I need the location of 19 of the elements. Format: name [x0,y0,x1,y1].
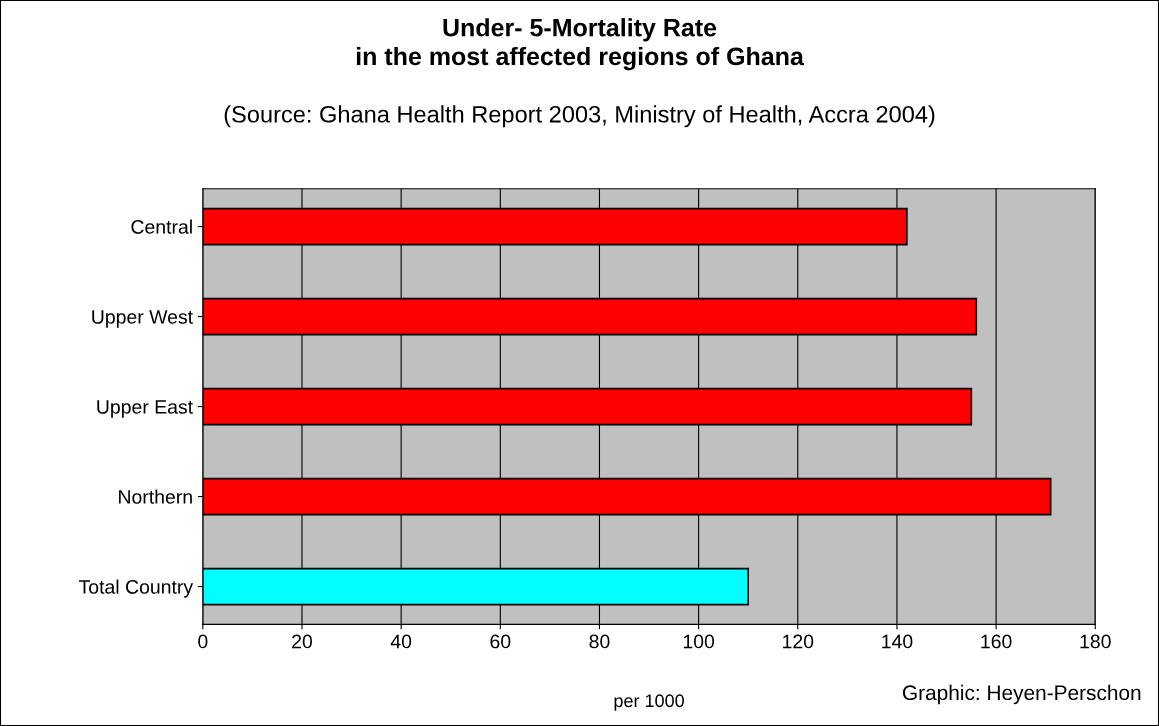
x-tick-label: 40 [390,634,412,649]
x-tick-label: 20 [292,634,313,649]
y-tick-label: Total Country [79,579,194,598]
x-tick-label: 60 [490,634,511,649]
y-tick-label: Northern [119,489,192,504]
chart-subtitle: (Source: Ghana Health Report 2003, Ministry of Health, Accra 2004) [224,105,935,128]
x-tick-label: 180 [1080,634,1111,649]
x-tick-label: 140 [882,634,913,649]
chart-title: Under- 5-Mortality Rate in the most affected regions of Ghana [356,18,805,71]
x-axis-title: per 1000 [614,694,684,711]
y-tick-label: Upper West [92,310,193,328]
text: Graphic: Heyen-Perschon [902,684,1141,705]
y-tick-label: Upper East [97,400,193,418]
x-tick-label: 0 [198,634,208,649]
x-tick-label: 80 [589,634,610,649]
y-tick-label: Central [131,219,192,234]
x-tick-label: 120 [783,634,814,649]
x-tick-label: 160 [981,634,1012,649]
x-tick-label: 100 [683,634,715,649]
